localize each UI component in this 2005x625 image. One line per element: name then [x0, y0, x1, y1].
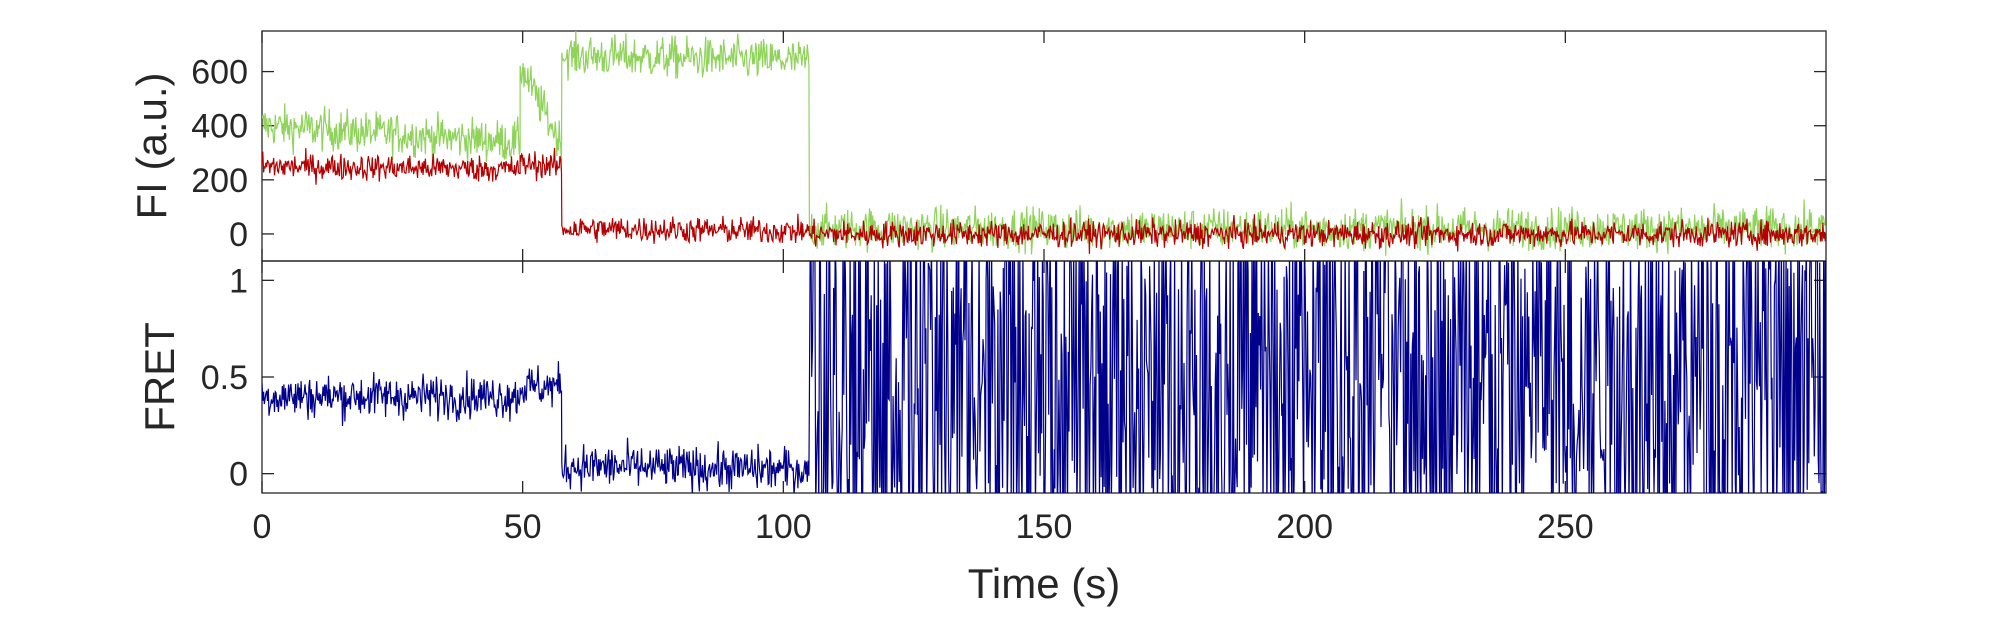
x-tick-label: 100 [755, 508, 812, 546]
fret-efficiency-panel: 0 50 100 150 200 250 0 0.5 1 FRET Time (s) [136, 260, 1827, 607]
y-tick-label: 1 [229, 262, 248, 300]
x-tick-label: 50 [504, 508, 542, 546]
x-tick-label: 0 [253, 508, 272, 546]
x-tick-label: 200 [1276, 508, 1333, 546]
y-tick-label: 600 [191, 54, 248, 92]
y-tick-label: 0 [229, 216, 248, 254]
top-series-group [262, 31, 1826, 256]
bottom-series-group [262, 261, 1826, 493]
top-axis-ticks: 0 200 400 600 [191, 31, 1826, 261]
y-tick-label: 200 [191, 162, 248, 200]
series-line-0-0 [262, 31, 1826, 256]
y-tick-label: 0.5 [201, 359, 248, 397]
y-tick-label: 400 [191, 108, 248, 146]
series-line-0-1 [262, 147, 1826, 254]
y-tick-label: 0 [229, 456, 248, 494]
x-tick-label: 250 [1537, 508, 1594, 546]
fluorescence-intensity-panel: 0 200 400 600 FI (a.u.) [128, 30, 1827, 262]
bottom-axis-ticks: 0 50 100 150 200 250 0 0.5 1 [201, 261, 1826, 546]
x-tick-label: 150 [1016, 508, 1073, 546]
bottom-y-axis-label: FRET [136, 322, 183, 432]
x-axis-label: Time (s) [968, 560, 1120, 607]
top-y-axis-label: FI (a.u.) [128, 72, 175, 219]
series-line-1-0 [262, 261, 1826, 493]
